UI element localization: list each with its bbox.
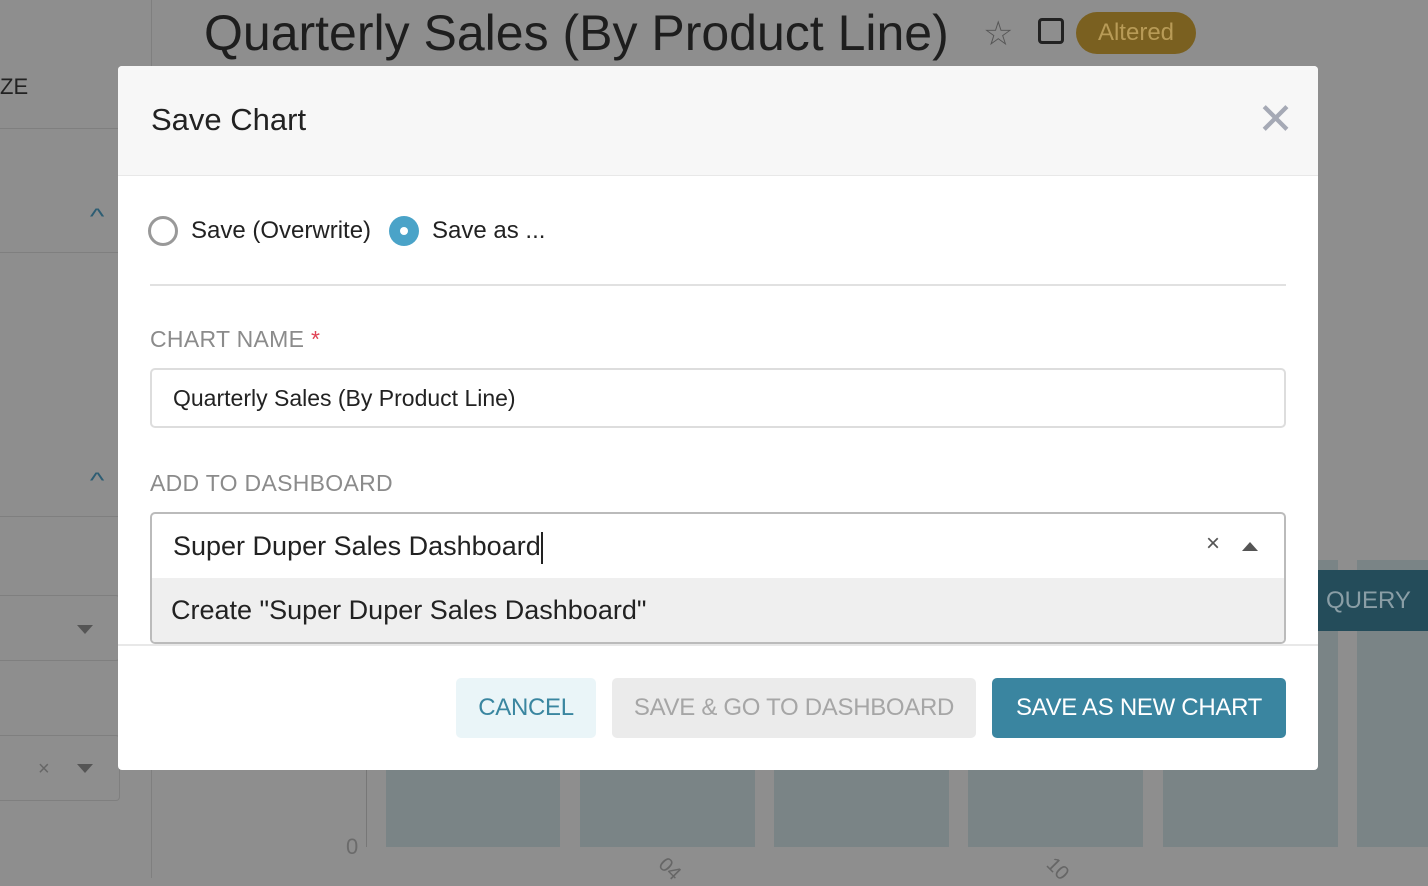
save-as-new-chart-button[interactable]: SAVE AS NEW CHART — [992, 678, 1286, 738]
chart-name-label: CHART NAME * — [150, 326, 320, 353]
chart-title: Quarterly Sales (By Product Line) — [204, 5, 949, 61]
chevron-up-icon[interactable]: ^ — [89, 468, 105, 493]
save-mode-radio-group: Save (Overwrite) Save as ... — [148, 216, 545, 246]
modal-title: Save Chart — [151, 102, 307, 137]
required-mark: * — [310, 326, 321, 352]
cancel-button[interactable]: CANCEL — [456, 678, 596, 738]
caret-down-icon — [77, 625, 93, 634]
text-cursor — [540, 531, 543, 564]
run-query-button[interactable]: QUERY — [1310, 570, 1428, 631]
dashboard-select-input[interactable]: Super Duper Sales Dashboard — [152, 514, 1284, 578]
dashboard-select-value: Super Duper Sales Dashboard — [173, 531, 541, 561]
radio-overwrite-label[interactable]: Save (Overwrite) — [191, 217, 372, 244]
divider — [150, 284, 1286, 286]
caret-up-icon[interactable] — [1242, 542, 1258, 551]
create-dashboard-option[interactable]: Create "Super Duper Sales Dashboard" — [152, 578, 1284, 642]
sidebar-fragment: ZE — [0, 74, 29, 99]
radio-save-as[interactable] — [389, 216, 420, 246]
dashboard-label: ADD TO DASHBOARD — [150, 470, 393, 496]
chart-name-input[interactable]: Quarterly Sales (By Product Line) — [150, 368, 1286, 428]
close-icon[interactable]: ✕ — [1257, 95, 1294, 144]
y-tick: 0 — [346, 834, 359, 859]
clear-icon[interactable]: × — [38, 758, 50, 780]
altered-badge: Altered — [1076, 12, 1196, 54]
y-axis — [366, 770, 367, 847]
select-control[interactable] — [0, 595, 120, 661]
x-tick: 04 — [653, 853, 686, 885]
divider — [118, 644, 1318, 646]
save-and-go-to-dashboard-button[interactable]: SAVE & GO TO DASHBOARD — [612, 678, 976, 738]
radio-save-as-label[interactable]: Save as ... — [432, 217, 546, 244]
chart-name-label-text: CHART NAME — [150, 326, 305, 352]
chevron-up-icon[interactable]: ^ — [89, 204, 105, 229]
dashboard-select[interactable]: Super Duper Sales Dashboard × Create "Su… — [150, 512, 1286, 644]
modal-header: Save Chart ✕ — [118, 66, 1318, 176]
clear-icon[interactable]: × — [1205, 530, 1220, 557]
save-chart-modal: Save Chart ✕ Save (Overwrite) Save as ..… — [118, 66, 1318, 770]
edit-icon[interactable] — [1038, 18, 1064, 44]
caret-down-icon — [77, 764, 93, 773]
divider — [0, 252, 151, 253]
divider — [0, 516, 151, 517]
radio-overwrite[interactable] — [148, 216, 178, 246]
select-control[interactable]: × — [0, 735, 120, 801]
star-icon[interactable]: ☆ — [983, 15, 1014, 53]
divider — [0, 128, 151, 129]
x-tick: 10 — [1041, 853, 1074, 885]
